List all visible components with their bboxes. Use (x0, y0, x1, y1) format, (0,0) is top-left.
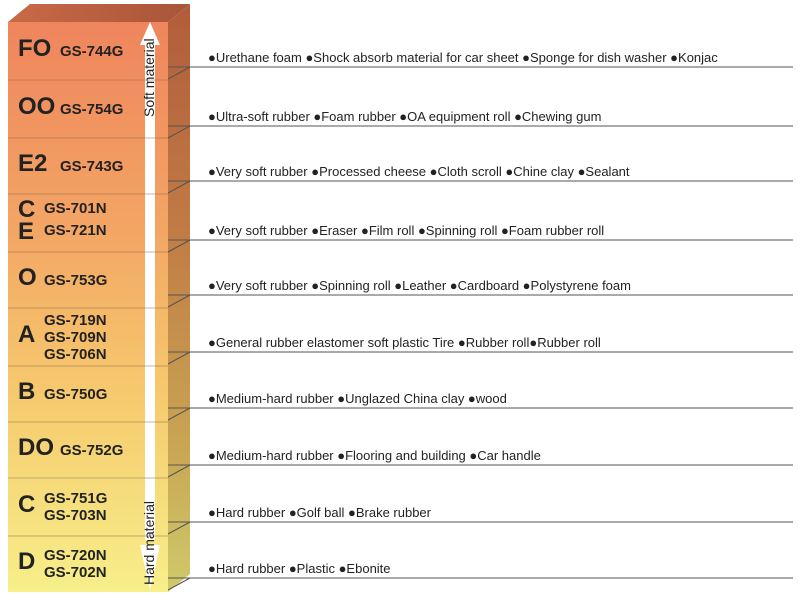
example-materials: ●Medium-hard rubber ●Flooring and buildi… (208, 448, 541, 463)
example-materials: ●Very soft rubber ●Spinning roll ●Leathe… (208, 278, 631, 293)
example-materials: ●Hard rubber ●Golf ball ●Brake rubber (208, 505, 431, 520)
example-materials: ●General rubber elastomer soft plastic T… (208, 335, 601, 350)
arrow-head-up (140, 22, 160, 45)
soft-material-label: Soft material (141, 38, 157, 117)
leader-line-side (167, 66, 191, 80)
leader-line-side (167, 521, 191, 535)
column-top-face (8, 4, 190, 22)
arrow-head-down (140, 545, 160, 590)
leader-line-side (167, 294, 191, 308)
model-code: GS-752G (60, 441, 124, 459)
grade-letter: C (18, 196, 36, 223)
model-code: GS-703N (44, 507, 107, 524)
model-code: GS-751G (44, 490, 108, 507)
leader-line-side (167, 239, 191, 253)
example-materials: ●Ultra-soft rubber ●Foam rubber ●OA equi… (208, 109, 602, 124)
example-materials: ●Very soft rubber ●Eraser ●Film roll ●Sp… (208, 223, 605, 238)
grade-letter: O (18, 264, 37, 291)
grade-letter: A (18, 321, 36, 348)
hard-material-label: Hard material (141, 500, 157, 585)
model-code: GS-702N (44, 564, 107, 581)
model-code: GS-706N (44, 345, 107, 363)
model-code: GS-750G (44, 385, 108, 403)
grade-letter: FO (18, 35, 52, 62)
column-side-face (168, 4, 190, 592)
model-code: GS-720N (44, 547, 107, 564)
model-code: GS-719N (44, 311, 107, 329)
example-materials: ●Hard rubber ●Plastic ●Ebonite (208, 561, 391, 576)
arrow-shaft (145, 40, 155, 540)
leader-line-side (167, 180, 191, 194)
grade-letter: E2 (18, 150, 48, 177)
model-code: GS-721N (44, 222, 107, 239)
model-code: GS-753G (44, 271, 108, 289)
model-code: GS-754G (60, 100, 124, 118)
example-materials: ●Urethane foam ●Shock absorb material fo… (208, 50, 718, 65)
grade-letter: DO (18, 434, 54, 461)
model-code: GS-744G (60, 42, 124, 60)
grade-letter: B (18, 378, 36, 405)
leader-line-side (167, 351, 191, 365)
grade-letter: C (18, 491, 36, 518)
model-code: GS-701N (44, 200, 107, 217)
example-materials: ●Very soft rubber ●Processed cheese ●Clo… (208, 164, 630, 179)
leader-line-side (167, 125, 191, 139)
grade-letter: E (18, 218, 35, 245)
grade-letter: D (18, 548, 36, 575)
model-code: GS-743G (60, 157, 124, 175)
column-front-face (8, 22, 168, 592)
example-materials: ●Medium-hard rubber ●Unglazed China clay… (208, 391, 507, 406)
leader-line-side (167, 407, 191, 421)
grade-letter: OO (18, 93, 56, 120)
model-code: GS-709N (44, 328, 107, 346)
leader-line-side (167, 577, 191, 591)
leader-line-side (167, 464, 191, 478)
